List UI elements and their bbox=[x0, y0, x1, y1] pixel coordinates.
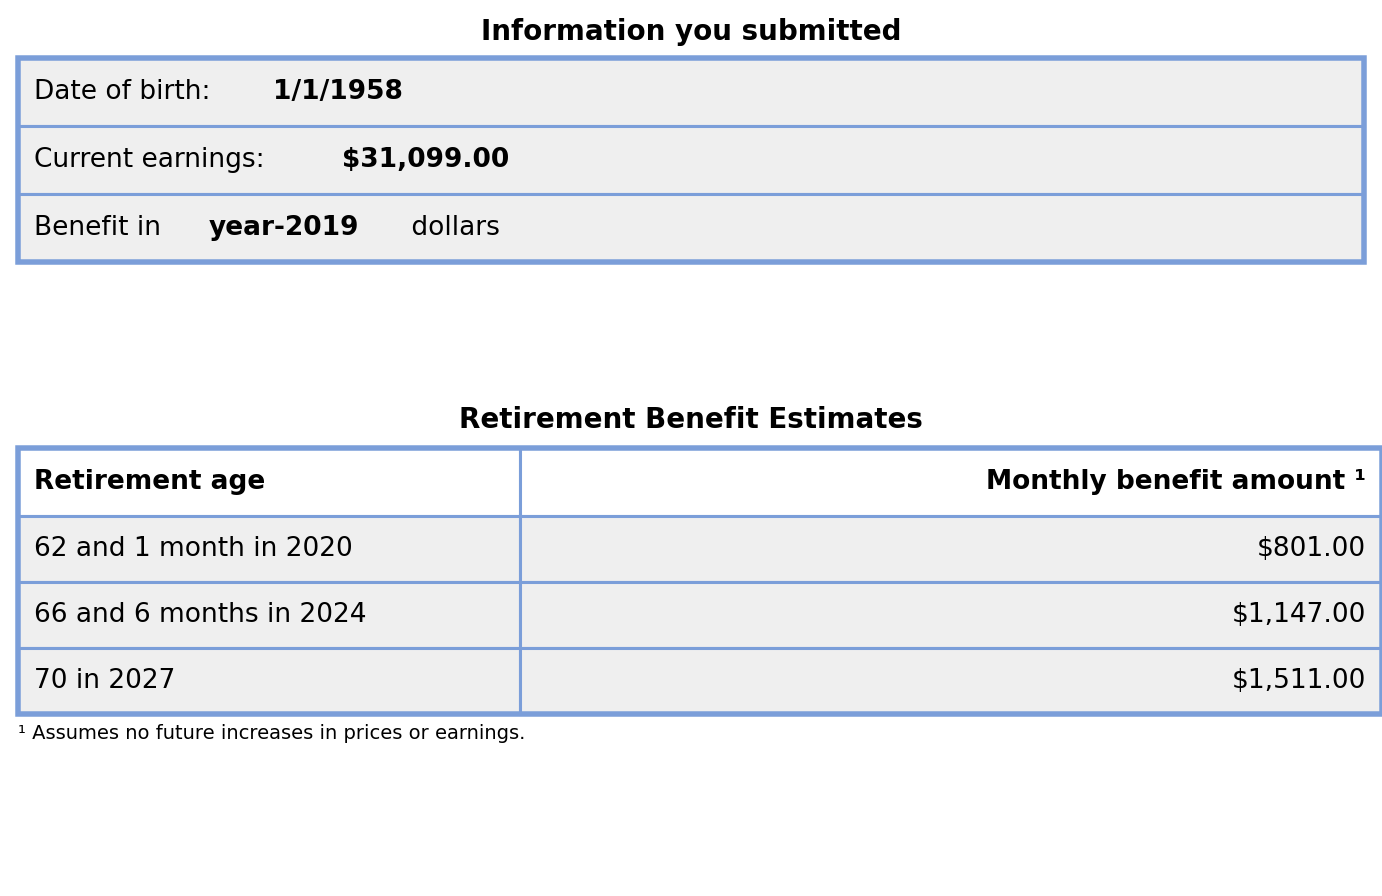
Text: $1,147.00: $1,147.00 bbox=[1231, 602, 1365, 628]
Bar bbox=[520, 582, 1382, 648]
Text: 70 in 2027: 70 in 2027 bbox=[35, 668, 176, 694]
Text: Information you submitted: Information you submitted bbox=[481, 18, 901, 46]
Bar bbox=[18, 448, 1382, 714]
Text: year-2019: year-2019 bbox=[209, 215, 359, 241]
Text: Monthly benefit amount ¹: Monthly benefit amount ¹ bbox=[985, 469, 1365, 495]
Text: Retirement age: Retirement age bbox=[35, 469, 265, 495]
Bar bbox=[18, 582, 520, 648]
Bar bbox=[18, 126, 1364, 194]
Text: 66 and 6 months in 2024: 66 and 6 months in 2024 bbox=[35, 602, 366, 628]
Bar bbox=[520, 448, 1382, 516]
Text: Benefit in: Benefit in bbox=[35, 215, 170, 241]
Bar bbox=[520, 516, 1382, 582]
Text: ¹ Assumes no future increases in prices or earnings.: ¹ Assumes no future increases in prices … bbox=[18, 724, 525, 743]
Bar bbox=[18, 448, 520, 516]
Text: 62 and 1 month in 2020: 62 and 1 month in 2020 bbox=[35, 536, 352, 562]
Text: $31,099.00: $31,099.00 bbox=[343, 147, 510, 173]
Bar bbox=[18, 58, 1364, 126]
Text: Date of birth:: Date of birth: bbox=[35, 79, 218, 105]
Text: $1,511.00: $1,511.00 bbox=[1231, 668, 1365, 694]
Bar bbox=[18, 194, 1364, 262]
Bar bbox=[18, 648, 520, 714]
Bar bbox=[18, 516, 520, 582]
Text: Retirement Benefit Estimates: Retirement Benefit Estimates bbox=[459, 406, 923, 434]
Text: $801.00: $801.00 bbox=[1256, 536, 1365, 562]
Text: 1/1/1958: 1/1/1958 bbox=[272, 79, 402, 105]
Bar bbox=[520, 648, 1382, 714]
Text: Current earnings:: Current earnings: bbox=[35, 147, 274, 173]
Text: dollars: dollars bbox=[404, 215, 500, 241]
Bar bbox=[18, 58, 1364, 262]
